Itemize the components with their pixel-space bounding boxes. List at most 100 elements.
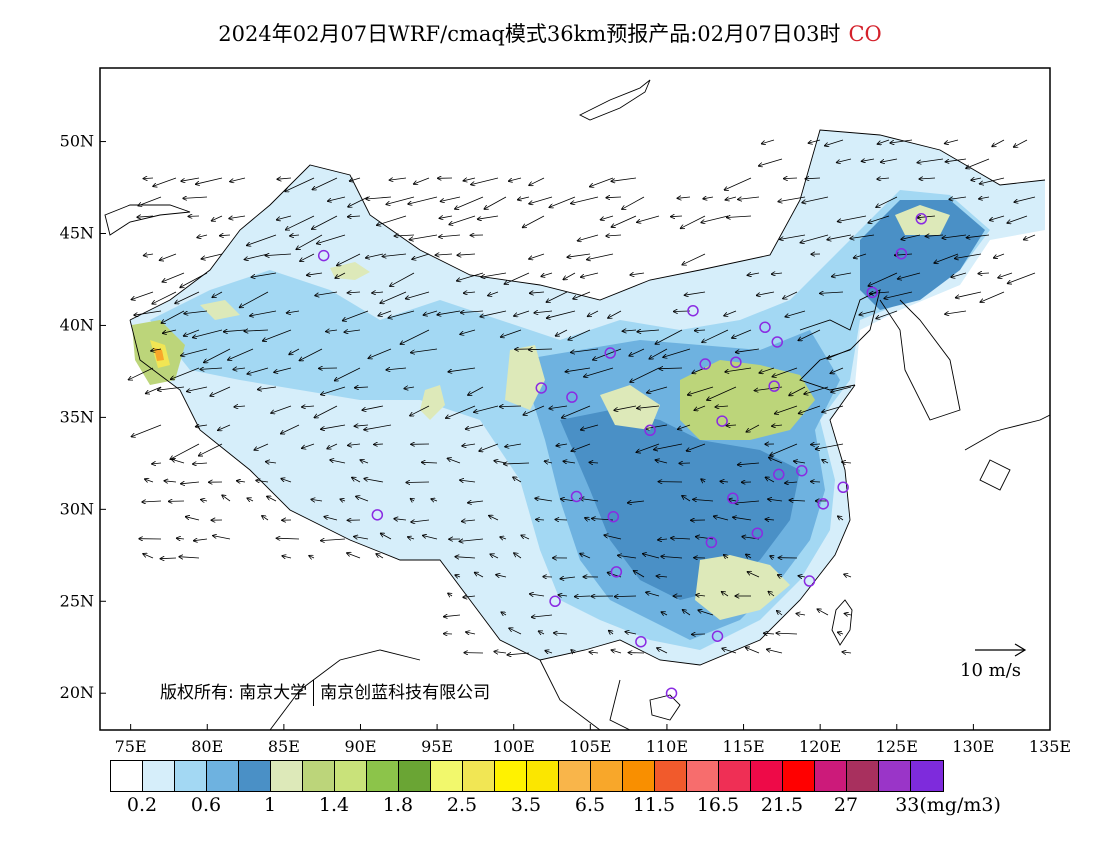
wind-arrow: [805, 178, 821, 179]
wind-arrow: [696, 595, 706, 596]
wind-arrow: [180, 272, 208, 287]
concentration-field-northeast: [860, 200, 985, 310]
wind-arrow: [143, 178, 154, 179]
wind-arrow: [798, 576, 806, 577]
wind-arrow: [799, 405, 821, 414]
wind-arrow: [919, 178, 936, 179]
lon-label: 85E: [268, 737, 300, 756]
wind-arrow: [274, 367, 292, 372]
wind-arrow: [608, 310, 622, 318]
wind-arrow: [659, 368, 683, 369]
wind-arrow: [143, 554, 154, 559]
wind-arrow: [575, 596, 591, 597]
wind-arrow: [258, 387, 277, 390]
wind-arrow: [455, 557, 476, 558]
lat-label: 20N: [60, 683, 94, 702]
station-marker: [535, 382, 548, 394]
wind-arrow: [287, 311, 300, 313]
wind-arrow: [565, 367, 591, 372]
wind-arrow: [355, 387, 369, 388]
wind-arrow: [831, 386, 852, 392]
wind-arrow: [949, 197, 967, 199]
wind-arrow: [267, 496, 277, 502]
wind-arrow: [990, 215, 1005, 220]
wind-arrow: [194, 539, 208, 541]
colorbar-tick-label: 0.6: [190, 794, 222, 816]
wind-arrow: [423, 536, 438, 540]
colorbar-swatch: [719, 761, 751, 791]
wind-arrow: [335, 367, 361, 381]
wind-arrow: [859, 310, 875, 315]
wind-arrow: [448, 458, 461, 464]
map-title: 2024年02月07日WRF/cmaq模式36km预报产品:02月07日03时 C…: [0, 18, 1100, 48]
wind-arrow: [312, 215, 338, 229]
station-marker: [607, 510, 620, 523]
wind-arrow: [152, 463, 162, 464]
wind-arrow: [463, 596, 476, 597]
wind-arrow: [677, 197, 691, 198]
wind-arrow: [992, 139, 1005, 146]
wind-arrow: [555, 520, 568, 521]
wind-arrow: [277, 538, 300, 539]
wind-arrow: [354, 537, 369, 540]
wind-arrow: [462, 520, 476, 521]
wind-arrow: [262, 516, 269, 521]
colorbar-swatch: [559, 761, 591, 791]
wind-arrow: [580, 554, 591, 559]
wind-arrow: [441, 196, 461, 201]
title-text: 2024年02月07日WRF/cmaq模式36km预报产品:02月07日03时: [218, 22, 841, 46]
wind-arrow: [532, 615, 553, 617]
wind-arrow: [183, 197, 208, 198]
wind-arrow: [800, 234, 829, 243]
wind-arrow: [377, 215, 407, 225]
wind-arrow: [348, 292, 361, 293]
wind-arrow: [468, 386, 484, 395]
wind-arrow: [529, 177, 545, 185]
wind-arrow: [558, 595, 568, 596]
wind-arrow: [129, 367, 154, 380]
station-marker: [730, 356, 742, 368]
wind-arrow: [480, 310, 507, 317]
wind-arrow: [798, 329, 821, 340]
wind-arrow: [408, 196, 438, 204]
wind-arrow: [966, 158, 990, 168]
wind-arrow: [541, 272, 553, 276]
wind-arrow: [466, 632, 476, 634]
lake-baikal: [578, 79, 651, 121]
wind-arrow: [313, 177, 338, 190]
wind-arrow: [296, 234, 323, 249]
wind-arrow: [356, 496, 369, 502]
wind-arrow: [645, 424, 668, 429]
wind-arrow: [589, 652, 599, 653]
wind-arrow: [945, 139, 959, 144]
wind-arrow: [630, 367, 660, 382]
wind-arrow: [380, 291, 407, 303]
wind-arrow: [746, 648, 760, 654]
korea-outline: [879, 299, 961, 421]
wind-arrow: [355, 425, 369, 426]
wind-arrow: [759, 158, 783, 166]
wind-arrow: [1007, 215, 1028, 223]
wind-arrow: [628, 501, 645, 503]
wind-arrow: [494, 652, 507, 654]
wind-arrow: [895, 254, 913, 255]
lon-label: 75E: [115, 737, 147, 756]
station-marker: [895, 247, 908, 260]
wind-arrow: [688, 386, 714, 395]
wind-arrow: [529, 349, 553, 350]
wind-arrow: [590, 177, 614, 187]
wind-arrow: [868, 272, 898, 286]
wind-arrow: [809, 139, 821, 143]
colorbar-tick-label: 2.5: [446, 794, 478, 816]
wind-arrow: [152, 291, 177, 304]
wind-arrow: [870, 292, 890, 294]
wind-arrow: [446, 405, 476, 418]
wind-arrow: [694, 405, 706, 410]
wind-arrow: [462, 444, 476, 446]
wind-arrow: [151, 349, 162, 351]
wind-arrow: [876, 196, 898, 207]
wind-arrow: [637, 215, 660, 222]
wind-arrow: [768, 499, 783, 501]
lon-label: 80E: [191, 737, 223, 756]
japan-outline: [964, 414, 1050, 491]
